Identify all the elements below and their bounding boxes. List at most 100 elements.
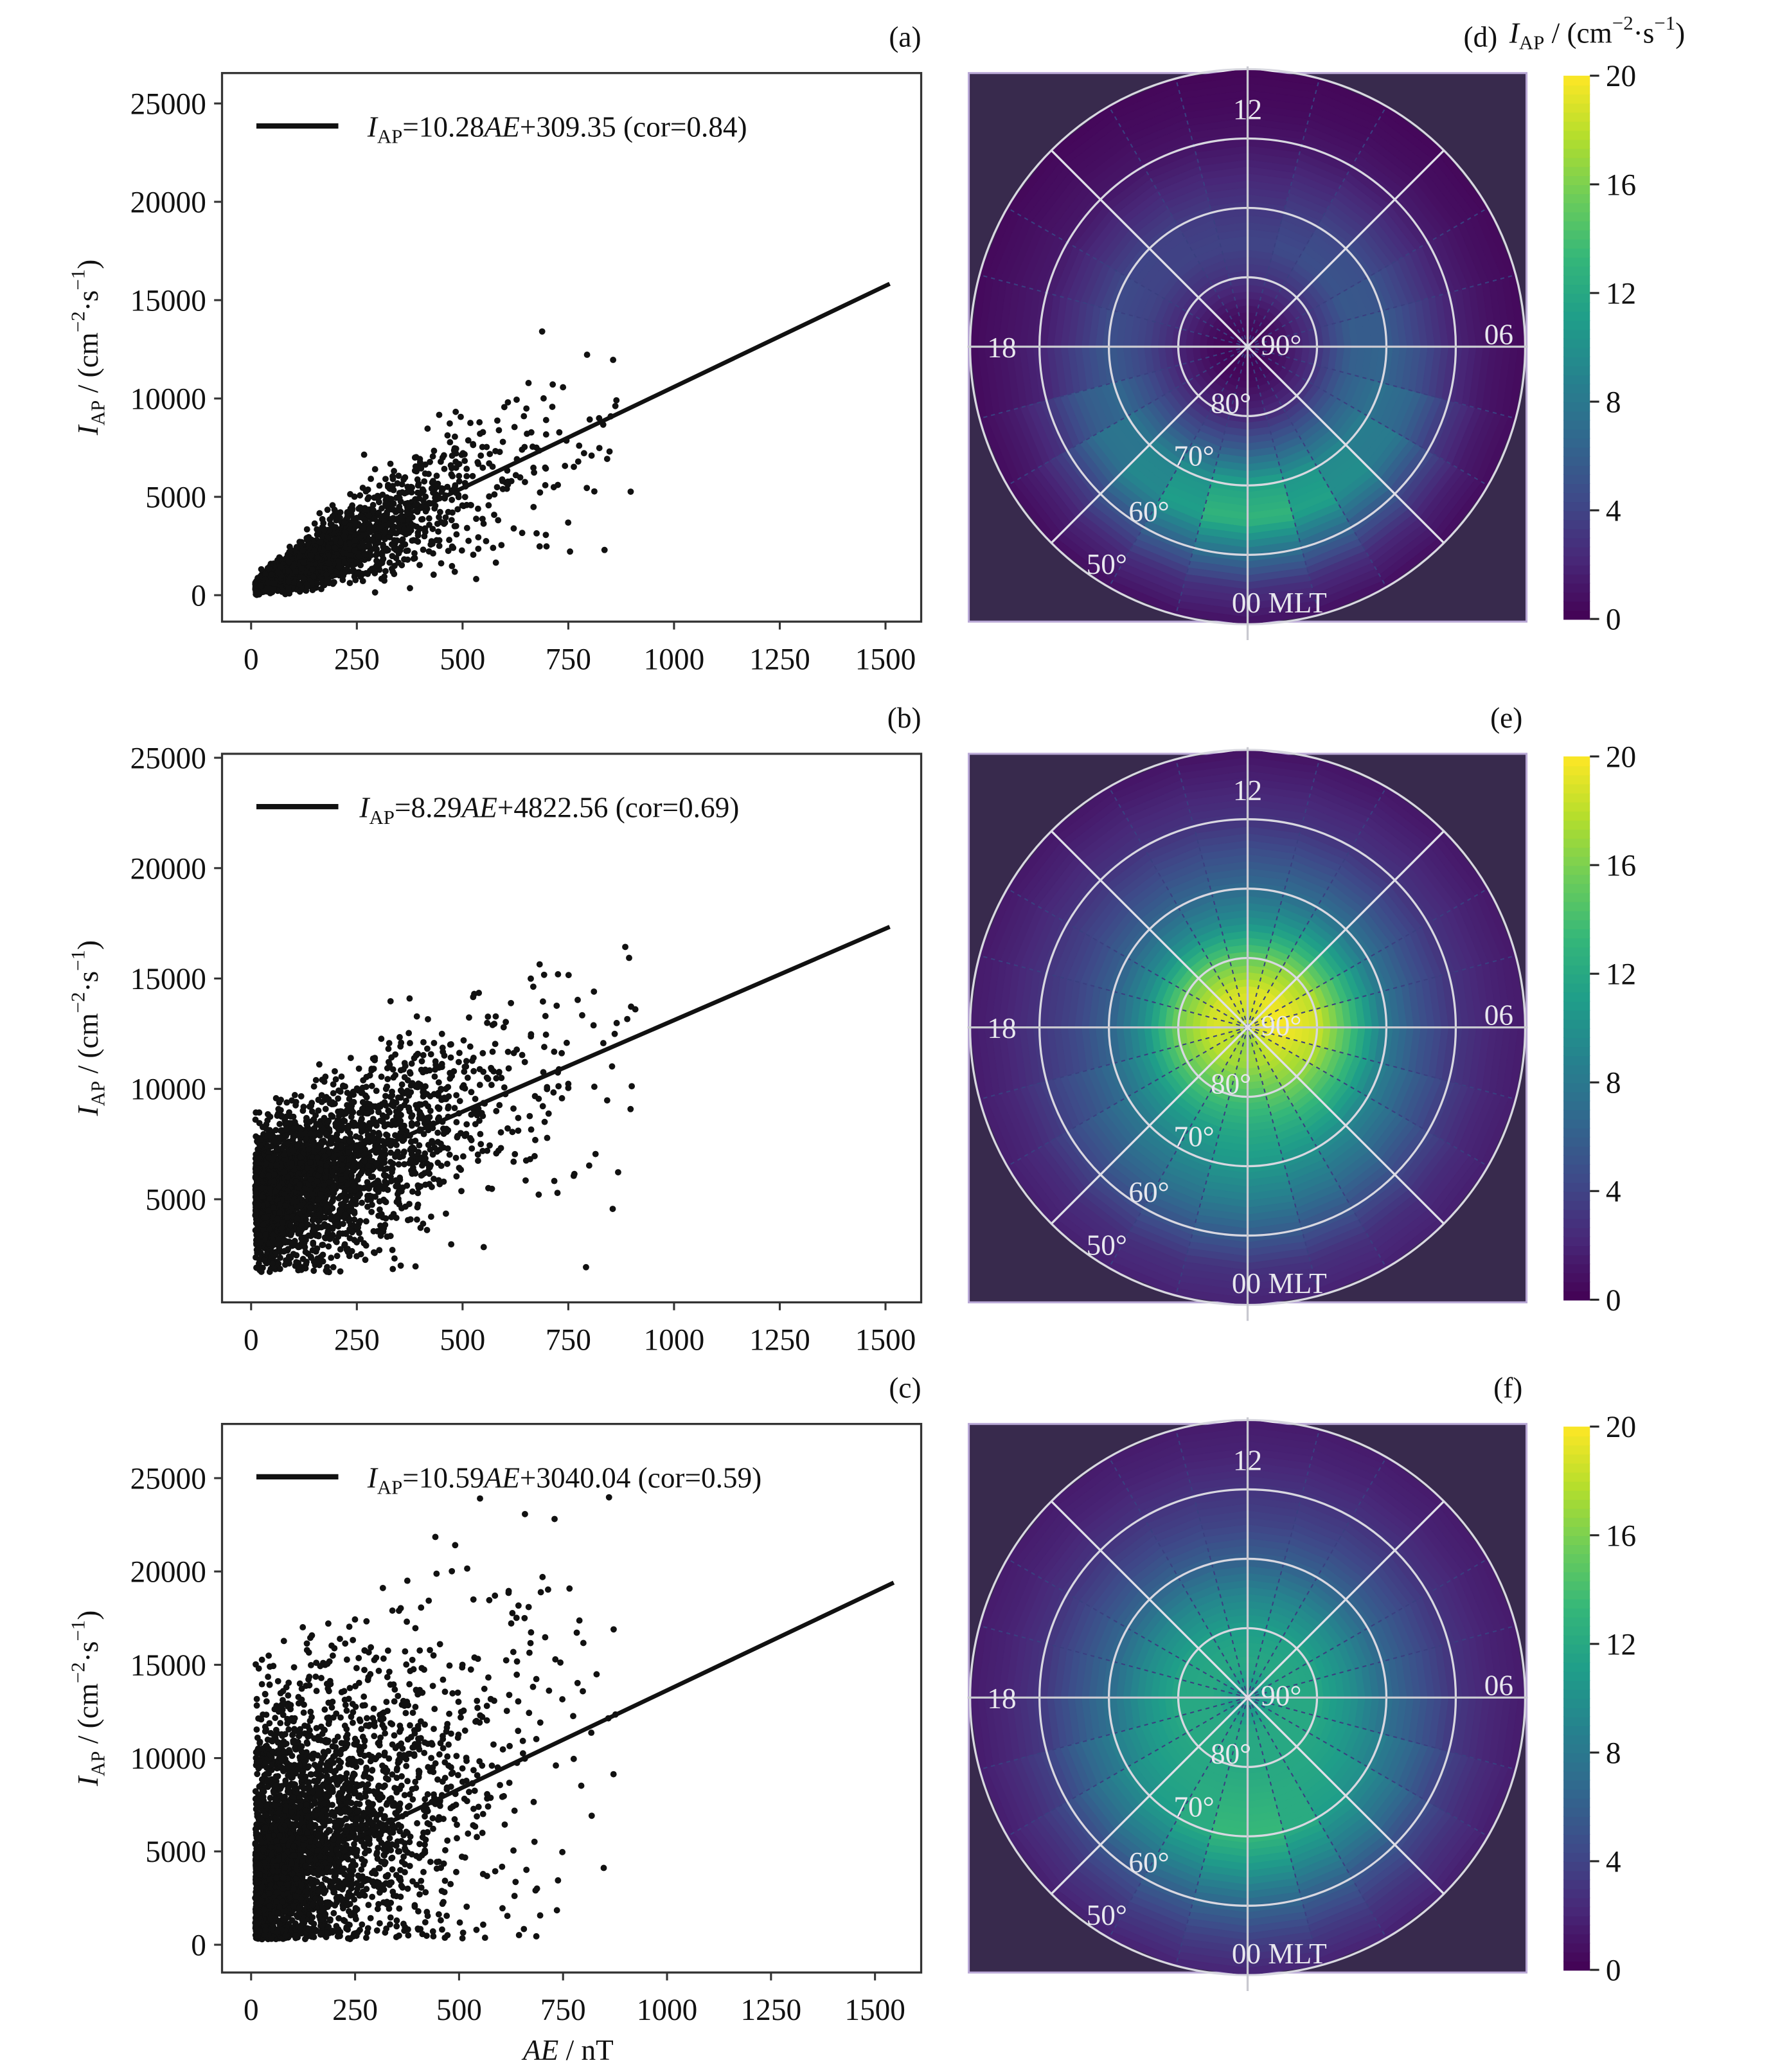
data-point <box>311 546 318 553</box>
text-part: AP <box>377 126 402 148</box>
data-point <box>311 520 318 527</box>
data-point <box>271 580 278 587</box>
data-point <box>544 1084 551 1091</box>
data-point <box>362 488 369 495</box>
data-point <box>285 1246 292 1253</box>
data-point <box>439 1044 446 1051</box>
data-point <box>508 999 515 1006</box>
data-point <box>591 488 598 495</box>
data-point <box>329 513 336 520</box>
data-point <box>424 425 431 432</box>
data-point <box>413 537 420 544</box>
data-point <box>603 456 610 462</box>
data-point <box>477 1141 485 1148</box>
data-point <box>510 525 517 532</box>
data-point <box>550 484 557 490</box>
data-point <box>340 1117 347 1124</box>
data-point <box>427 1213 434 1220</box>
data-point <box>444 483 451 490</box>
data-point <box>536 961 543 968</box>
legend-label: IAP=10.28AE+309.35 (cor=0.84) <box>367 111 747 147</box>
data-point <box>296 553 303 560</box>
data-point <box>421 478 428 485</box>
data-point <box>540 395 547 402</box>
data-point <box>586 416 593 423</box>
data-point <box>303 526 310 533</box>
data-point <box>491 491 498 498</box>
data-point <box>574 996 581 1003</box>
data-point <box>483 538 490 544</box>
data-point <box>614 1169 621 1175</box>
text-part: / (cm <box>72 332 104 400</box>
data-point <box>436 542 443 549</box>
data-point <box>368 1082 375 1089</box>
data-point <box>536 543 543 550</box>
data-point <box>498 542 505 549</box>
data-point <box>396 1033 403 1040</box>
data-point <box>382 476 389 483</box>
data-point <box>492 1040 499 1048</box>
data-point <box>323 571 330 578</box>
data-point <box>531 1153 538 1159</box>
data-point <box>475 460 482 467</box>
data-point <box>386 1109 393 1116</box>
data-point <box>316 1132 323 1139</box>
data-point <box>401 1148 407 1155</box>
data-point <box>376 482 383 489</box>
data-point <box>399 536 406 543</box>
data-point <box>408 1060 415 1067</box>
data-point <box>504 399 512 406</box>
data-point <box>343 1196 350 1202</box>
data-point <box>470 442 477 449</box>
data-point <box>519 530 526 537</box>
data-point <box>530 503 537 510</box>
data-point <box>337 1201 344 1208</box>
data-point <box>413 454 420 461</box>
data-point <box>298 1093 305 1100</box>
data-point <box>396 494 403 501</box>
text-part: ) <box>72 260 104 269</box>
data-point <box>387 1233 394 1240</box>
data-point <box>449 473 456 479</box>
data-point <box>285 585 292 593</box>
data-point <box>384 547 391 554</box>
data-point <box>489 463 496 470</box>
data-point <box>436 411 443 418</box>
data-point <box>376 1186 383 1193</box>
panel-label: (b) <box>887 702 921 734</box>
x-tick-label: 750 <box>546 643 591 676</box>
data-point <box>351 493 358 500</box>
data-point <box>416 562 423 569</box>
data-point <box>364 496 371 503</box>
data-point <box>485 1075 492 1082</box>
data-point <box>389 1247 396 1253</box>
data-point <box>562 463 569 469</box>
data-point <box>330 1264 337 1271</box>
data-point <box>622 943 628 951</box>
data-point <box>453 1119 460 1126</box>
data-point <box>461 494 468 501</box>
data-point <box>392 1071 399 1078</box>
data-point <box>352 576 359 584</box>
data-point <box>446 420 453 427</box>
data-point <box>477 452 485 459</box>
data-point <box>627 488 634 495</box>
data-point <box>541 1044 547 1051</box>
data-point <box>453 531 460 538</box>
data-point <box>448 517 455 524</box>
data-point <box>420 1051 427 1058</box>
data-point <box>382 1093 389 1100</box>
data-point <box>542 531 549 539</box>
data-point <box>486 451 494 458</box>
data-point <box>369 1174 377 1180</box>
data-point <box>510 1105 517 1112</box>
data-point <box>256 1120 263 1127</box>
y-tick-label: 10000 <box>130 382 206 416</box>
data-point <box>369 1055 377 1062</box>
data-point <box>428 485 435 492</box>
data-point <box>373 562 380 569</box>
data-point <box>496 449 503 456</box>
data-point <box>513 396 520 403</box>
scatter-panel-a: (a)IAP=10.28AE+309.35 (cor=0.84)0 250 500 7… <box>67 21 923 676</box>
